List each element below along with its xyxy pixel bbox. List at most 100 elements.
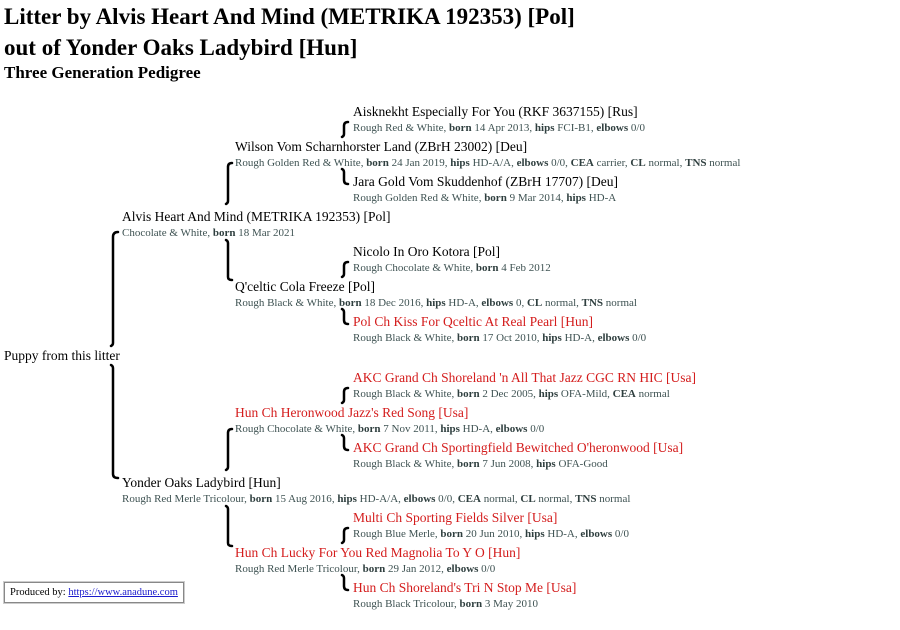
field-value: HD-A/A <box>359 493 399 505</box>
bracket <box>224 504 234 548</box>
field-value: normal <box>538 493 570 505</box>
field-label: elbows <box>516 157 549 169</box>
puppy-label: Puppy from this litter <box>4 348 120 363</box>
field-label: hips <box>525 528 545 540</box>
field-label: elbows <box>580 528 613 540</box>
dog-entry-sire: Alvis Heart And Mind (METRIKA 192353) [P… <box>122 209 390 240</box>
dog-name[interactable]: AKC Grand Ch Shoreland 'n All That Jazz … <box>353 370 697 385</box>
field-value: normal <box>709 157 741 169</box>
bracket <box>340 260 350 279</box>
dog-details: Rough Red & White, born 14 Apr 2013, hip… <box>353 122 645 134</box>
field-label: TNS <box>685 157 707 169</box>
dog-entry-sire-sire-sire: Aisknekht Especially For You (RKF 363715… <box>353 104 645 135</box>
field-value: 0/0 <box>551 157 566 169</box>
field-label: elbows <box>495 423 528 435</box>
dog-details: Rough Black & White, born 18 Dec 2016, h… <box>235 297 637 309</box>
field-value: normal <box>648 157 680 169</box>
field-label: born <box>212 227 236 239</box>
dog-color: Rough Blue Merle <box>353 528 435 540</box>
credit-link[interactable]: https://www.anadune.com <box>68 587 178 598</box>
field-value: 7 Nov 2011 <box>383 423 435 435</box>
field-label: born <box>456 388 480 400</box>
dog-entry-dam-sire-dam: AKC Grand Ch Sportingfield Bewitched O'h… <box>353 440 683 471</box>
field-value: HD-A <box>462 423 491 435</box>
field-label: born <box>449 122 472 134</box>
dog-entry-dam: Yonder Oaks Ladybird [Hun] Rough Red Merl… <box>122 475 630 506</box>
dog-name[interactable]: Pol Ch Kiss For Qceltic At Real Pearl [H… <box>353 314 593 329</box>
dog-name[interactable]: Wilson Vom Scharnhorster Land (ZBrH 2300… <box>235 139 528 154</box>
dog-name[interactable]: AKC Grand Ch Sportingfield Bewitched O'h… <box>353 440 684 455</box>
dog-color: Rough Red & White <box>353 122 444 134</box>
field-label: hips <box>337 493 357 505</box>
field-label: born <box>456 332 480 344</box>
field-value: 20 Jun 2010 <box>465 528 520 540</box>
field-label: elbows <box>481 297 514 309</box>
dog-color: Rough Black & White <box>235 297 334 309</box>
field-label: elbows <box>596 122 629 134</box>
dog-details: Rough Black & White, born 7 Jun 2008, hi… <box>353 458 608 470</box>
bracket <box>340 573 350 592</box>
field-value: 29 Jan 2012 <box>387 563 442 575</box>
field-value: normal <box>605 297 637 309</box>
bracket <box>340 120 350 139</box>
bracket <box>109 363 120 480</box>
field-value: 17 Oct 2010 <box>482 332 537 344</box>
bracket <box>109 230 120 348</box>
field-value: 18 Dec 2016 <box>364 297 421 309</box>
field-value: 0/0 <box>481 563 496 575</box>
field-label: born <box>459 598 483 610</box>
field-label: born <box>456 458 480 470</box>
field-label: CEA <box>570 157 594 169</box>
dog-name[interactable]: Alvis Heart And Mind (METRIKA 192353) [P… <box>122 209 391 224</box>
dog-color: Rough Red Merle Tricolour <box>122 493 245 505</box>
field-label: born <box>366 157 389 169</box>
dog-name[interactable]: Yonder Oaks Ladybird [Hun] <box>122 475 281 490</box>
dog-entry-dam-sire-sire: AKC Grand Ch Shoreland 'n All That Jazz … <box>353 370 696 401</box>
dog-details: Rough Black & White, born 17 Oct 2010, h… <box>353 332 647 344</box>
dog-name[interactable]: Hun Ch Heronwood Jazz's Red Song [Usa] <box>235 405 469 420</box>
dog-color: Rough Black Tricolour <box>353 598 455 610</box>
bracket <box>224 427 234 472</box>
dog-color: Rough Black & White <box>353 332 452 344</box>
field-label: hips <box>538 388 559 400</box>
dog-color: Rough Golden Red & White <box>353 192 479 204</box>
field-label: hips <box>536 458 556 470</box>
dog-color: Chocolate & White <box>122 227 208 239</box>
field-label: CEA <box>612 388 636 400</box>
dog-details: Rough Red Merle Tricolour, born 29 Jan 2… <box>235 563 496 575</box>
field-value: normal <box>483 493 515 505</box>
field-value: normal <box>599 493 631 505</box>
page-title-line2: out of Yonder Oaks Ladybird [Hun] <box>4 35 358 60</box>
credit-box: Produced by: https://www.anadune.com <box>4 582 184 603</box>
page-title-line1: Litter by Alvis Heart And Mind (METRIKA … <box>4 4 575 29</box>
field-value: 0 <box>515 297 522 309</box>
field-label: born <box>440 528 464 540</box>
field-label: CL <box>630 157 646 169</box>
dog-details: Rough Black & White, born 2 Dec 2005, hi… <box>353 388 670 400</box>
field-value: 0/0 <box>630 122 645 134</box>
field-value: OFA-Mild <box>560 388 608 400</box>
dog-entry-sire-sire-dam: Jara Gold Vom Skuddenhof (ZBrH 17707) [D… <box>353 174 618 205</box>
dog-entry-dam-dam-dam: Hun Ch Shoreland's Tri N Stop Me [Usa] Ro… <box>353 580 576 611</box>
dog-color: Rough Chocolate & White <box>235 423 353 435</box>
field-value: 0/0 <box>530 423 545 435</box>
field-label: elbows <box>403 493 436 505</box>
dog-name[interactable]: Multi Ch Sporting Fields Silver [Usa] <box>353 510 558 525</box>
bracket <box>340 386 350 405</box>
dog-name[interactable]: Aisknekht Especially For You (RKF 363715… <box>353 104 638 119</box>
dog-name[interactable]: Nicolo In Oro Kotora [Pol] <box>353 244 500 259</box>
field-value: 2 Dec 2005 <box>482 388 534 400</box>
field-value: HD-A <box>564 332 593 344</box>
dog-name[interactable]: Hun Ch Lucky For You Red Magnolia To Y O… <box>235 545 521 560</box>
dog-color: Rough Chocolate & White <box>353 262 471 274</box>
dog-name[interactable]: Hun Ch Shoreland's Tri N Stop Me [Usa] <box>353 580 577 595</box>
field-label: born <box>362 563 386 575</box>
dog-entry-sire-dam-dam: Pol Ch Kiss For Qceltic At Real Pearl [H… <box>353 314 646 345</box>
dog-name[interactable]: Q'celtic Cola Freeze [Pol] <box>235 279 376 294</box>
field-value: HD-A <box>588 192 617 204</box>
field-label: hips <box>542 332 562 344</box>
field-value: carrier <box>596 157 625 169</box>
dog-name[interactable]: Jara Gold Vom Skuddenhof (ZBrH 17707) [D… <box>353 174 618 189</box>
field-label: TNS <box>581 297 604 309</box>
